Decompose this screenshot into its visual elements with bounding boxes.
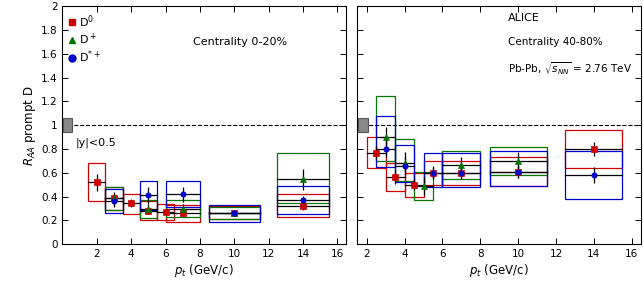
Text: ALICE: ALICE — [508, 14, 539, 23]
Bar — [490, 158, 547, 186]
X-axis label: $p_{t}$ (GeV/c): $p_{t}$ (GeV/c) — [174, 262, 234, 279]
Text: Centrality 0-20%: Centrality 0-20% — [193, 37, 287, 47]
Y-axis label: $R_{AA}$ prompt D: $R_{AA}$ prompt D — [22, 85, 38, 166]
Bar — [386, 163, 404, 191]
Text: Pb-Pb, $\sqrt{s_{NN}}$ = 2.76 TeV: Pb-Pb, $\sqrt{s_{NN}}$ = 2.76 TeV — [508, 61, 632, 77]
Bar — [165, 205, 200, 222]
Bar — [404, 173, 424, 197]
Bar — [490, 147, 547, 175]
Text: Centrality 40-80%: Centrality 40-80% — [508, 37, 602, 47]
Text: |y|<0.5: |y|<0.5 — [75, 138, 116, 148]
Bar — [105, 186, 123, 210]
Bar — [165, 181, 200, 207]
Bar — [414, 172, 433, 200]
Bar — [105, 189, 123, 213]
Bar — [277, 194, 329, 217]
Bar — [395, 145, 414, 182]
Bar — [442, 153, 480, 187]
Bar — [165, 200, 200, 217]
Bar — [140, 200, 157, 218]
Bar — [123, 194, 140, 214]
Bar — [490, 151, 547, 186]
Bar — [105, 186, 123, 210]
Bar — [395, 139, 414, 181]
Bar — [140, 201, 157, 221]
Bar — [376, 116, 395, 167]
Bar — [565, 130, 622, 168]
Bar — [376, 96, 395, 161]
Bar — [88, 163, 105, 201]
Bar — [424, 161, 442, 185]
Bar — [140, 181, 157, 210]
Bar — [358, 118, 368, 132]
X-axis label: $p_{t}$ (GeV/c): $p_{t}$ (GeV/c) — [469, 262, 529, 279]
Bar — [208, 207, 260, 219]
Bar — [157, 204, 174, 221]
Bar — [277, 153, 329, 203]
Bar — [565, 151, 622, 199]
Bar — [208, 205, 260, 222]
Bar — [424, 153, 442, 187]
Legend: D$^0$, D$^+$, D$^{*+}$: D$^0$, D$^+$, D$^{*+}$ — [67, 11, 103, 67]
Bar — [367, 137, 386, 168]
Bar — [277, 186, 329, 214]
Bar — [442, 161, 480, 185]
Bar — [63, 118, 72, 132]
Bar — [208, 206, 260, 219]
Bar — [442, 151, 480, 179]
